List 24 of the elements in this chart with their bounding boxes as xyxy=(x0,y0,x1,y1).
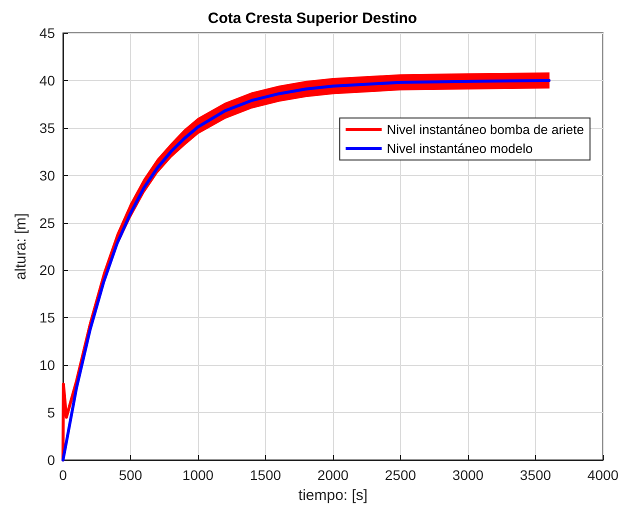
y-tick-label: 30 xyxy=(39,167,56,184)
legend-label: Nivel instantáneo modelo xyxy=(386,141,533,156)
legend-label: Nivel instantáneo bomba de ariete xyxy=(386,122,584,137)
x-tick-label: 1500 xyxy=(250,467,282,483)
x-tick-label: 4000 xyxy=(587,467,619,483)
y-tick-label: 0 xyxy=(47,452,56,468)
y-tick-label: 40 xyxy=(39,72,56,88)
x-tick-label: 500 xyxy=(118,467,142,483)
x-tick-label: 0 xyxy=(59,467,68,483)
x-tick-label: 2500 xyxy=(384,467,416,483)
y-tick-label: 35 xyxy=(39,120,56,136)
x-tick-label: 3000 xyxy=(452,467,484,483)
chart-title: Cota Cresta Superior Destino xyxy=(208,10,418,27)
y-tick-label: 15 xyxy=(39,310,56,326)
x-axis-title: tiempo: [s] xyxy=(298,487,368,504)
x-tick-label: 1000 xyxy=(182,467,214,483)
y-axis-title: altura: [m] xyxy=(12,213,30,280)
x-tick-label: 2000 xyxy=(317,467,349,483)
y-tick-label: 10 xyxy=(39,357,56,374)
y-tick-label: 25 xyxy=(39,214,56,231)
y-tick-label: 20 xyxy=(39,262,56,278)
x-tick-label: 3500 xyxy=(520,467,552,483)
y-tick-label: 45 xyxy=(39,25,56,41)
y-tick-label: 5 xyxy=(47,404,56,421)
